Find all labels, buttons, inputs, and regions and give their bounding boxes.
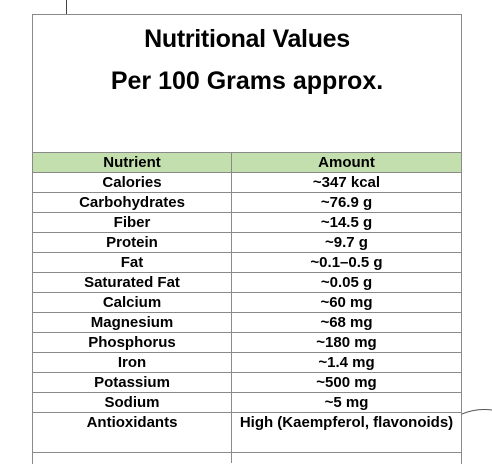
amount-cell: ~9.7 g (231, 232, 462, 253)
table-row: Carbohydrates ~76.9 g (32, 192, 462, 213)
nutrient-cell: Carbohydrates (32, 192, 232, 213)
nutrition-table: Nutrient Amount Calories ~347 kcal Carbohy… (32, 152, 462, 463)
nutrition-sheet: Nutritional Values Per 100 Grams approx.… (32, 14, 462, 464)
margin-curve-decoration (462, 409, 492, 415)
nutrient-cell: Saturated Fat (32, 272, 232, 293)
amount-cell: ~0.05 g (231, 272, 462, 293)
nutrient-cell: Potassium (32, 372, 232, 393)
nutrient-cell: Fiber (32, 212, 232, 233)
header-amount: Amount (231, 152, 462, 173)
nutrient-cell: Protein (32, 232, 232, 253)
table-row: Protein ~9.7 g (32, 232, 462, 253)
amount-cell: High (Kaempferol, flavonoids) (231, 412, 462, 453)
nutrient-cell: Magnesium (32, 312, 232, 333)
table-row: Iron ~1.4 mg (32, 352, 462, 373)
empty-cell (32, 452, 232, 463)
table-row: Calories ~347 kcal (32, 172, 462, 193)
nutrient-cell: Phosphorus (32, 332, 232, 353)
amount-cell: ~5 mg (231, 392, 462, 413)
amount-cell: ~1.4 mg (231, 352, 462, 373)
table-row: Antioxidants High (Kaempferol, flavonoids… (32, 412, 462, 453)
amount-cell: ~14.5 g (231, 212, 462, 233)
table-row: Sodium ~5 mg (32, 392, 462, 413)
nutrient-cell: Antioxidants (32, 412, 232, 453)
nutrient-cell: Fat (32, 252, 232, 273)
table-row: Saturated Fat ~0.05 g (32, 272, 462, 293)
header-nutrient: Nutrient (32, 152, 232, 173)
page-subtitle: Per 100 Grams approx. (110, 67, 384, 95)
nutrient-cell: Iron (32, 352, 232, 373)
nutrition-rows: Calories ~347 kcal Carbohydrates ~76.9 g Fib… (32, 172, 462, 463)
empty-row (32, 452, 462, 463)
table-header-row: Nutrient Amount (32, 152, 462, 173)
amount-cell: ~347 kcal (231, 172, 462, 193)
table-row: Fat ~0.1–0.5 g (32, 252, 462, 273)
table-row: Phosphorus ~180 mg (32, 332, 462, 353)
amount-cell: ~180 mg (231, 332, 462, 353)
nutrient-cell: Calcium (32, 292, 232, 313)
margin-tick-line (66, 0, 67, 14)
table-row: Potassium ~500 mg (32, 372, 462, 393)
table-row: Calcium ~60 mg (32, 292, 462, 313)
table-row: Magnesium ~68 mg (32, 312, 462, 333)
amount-cell: ~0.1–0.5 g (231, 252, 462, 273)
amount-cell: ~60 mg (231, 292, 462, 313)
empty-cell (231, 452, 462, 463)
table-row: Fiber ~14.5 g (32, 212, 462, 233)
amount-cell: ~76.9 g (231, 192, 462, 213)
amount-cell: ~500 mg (231, 372, 462, 393)
amount-cell: ~68 mg (231, 312, 462, 333)
nutrient-cell: Sodium (32, 392, 232, 413)
page-title: Nutritional Values (144, 25, 350, 53)
nutrient-cell: Calories (32, 172, 232, 193)
